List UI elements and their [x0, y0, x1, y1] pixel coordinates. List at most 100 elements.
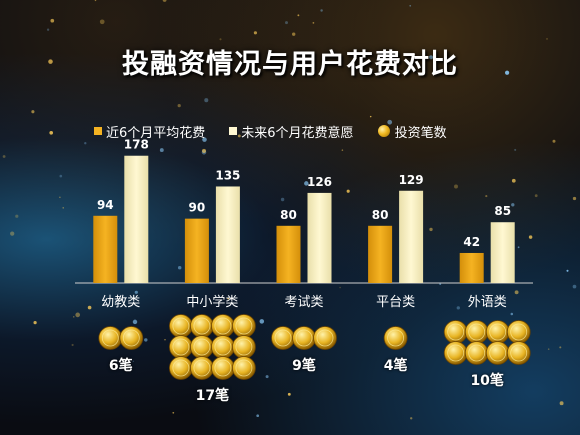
category-label: 平台类 [376, 295, 415, 310]
sparkle [504, 70, 510, 75]
sparkle [253, 31, 257, 35]
bar-series1 [184, 218, 209, 283]
sparkle [159, 148, 164, 153]
sparkle [256, 414, 260, 418]
coin-inner-ring [468, 323, 486, 341]
sparkle [132, 360, 134, 362]
data-label: 126 [307, 175, 332, 189]
sparkle [511, 178, 516, 183]
sparkle [572, 196, 577, 201]
sparkle [15, 214, 19, 218]
bar-series2 [124, 155, 149, 283]
bar-series2 [399, 190, 424, 283]
investment-count-label: 10笔 [470, 372, 504, 389]
coin-inner-ring [193, 359, 211, 377]
category-label: 中小学类 [186, 294, 238, 310]
sparkle [132, 319, 138, 325]
bar-series1 [276, 225, 301, 283]
coin-inner-ring [489, 323, 507, 341]
sparkle [75, 312, 81, 318]
sparkle [287, 392, 291, 396]
sparkle [552, 139, 556, 143]
data-label: 90 [189, 201, 206, 215]
coin-inner-ring [468, 344, 486, 362]
sparkle [346, 189, 350, 193]
sparkle [94, 0, 97, 2]
sparkle [31, 110, 35, 114]
sparkle [387, 119, 393, 125]
sparkle [219, 38, 222, 41]
data-label: 129 [399, 173, 424, 187]
category-label: 外语类 [468, 295, 507, 310]
sparkle [164, 339, 166, 341]
legend-label-coins: 投资笔数 [394, 125, 447, 141]
category-label: 考试类 [284, 295, 323, 310]
coin-inner-ring [101, 329, 119, 347]
coin-inner-ring [510, 323, 528, 341]
sparkle [485, 195, 488, 198]
coin-inner-ring [214, 317, 232, 335]
chart-title: 投融资情况与用户花费对比 [122, 49, 458, 80]
sparkle [514, 148, 517, 151]
coin-inner-ring [193, 338, 211, 356]
sparkle [62, 207, 64, 209]
data-label: 85 [494, 204, 511, 218]
coin-inner-ring [122, 329, 140, 347]
sparkle [285, 21, 288, 25]
sparkle [456, 306, 460, 310]
sparkle [528, 235, 533, 239]
sparkle [559, 401, 564, 406]
sparkle [204, 98, 209, 103]
sparkle [162, 0, 167, 2]
coin-inner-ring [447, 323, 465, 341]
sparkle [546, 38, 548, 40]
sparkle [304, 181, 309, 186]
sparkle [177, 103, 181, 108]
sparkle [369, 115, 372, 118]
sparkle [50, 18, 55, 23]
sparkle [572, 284, 577, 289]
sparkle [221, 391, 227, 397]
coin-inner-ring [235, 317, 253, 335]
coin-inner-ring [193, 317, 211, 335]
data-label: 94 [97, 198, 114, 212]
sparkle [320, 9, 323, 12]
sparkle [511, 203, 515, 207]
coin-inner-ring [274, 329, 292, 347]
sparkle [99, 19, 105, 25]
coin-inner-ring [295, 329, 313, 347]
coin-inner-ring [316, 329, 334, 347]
sparkle [265, 375, 269, 379]
sparkle [59, 174, 63, 178]
sparkle [292, 32, 296, 36]
sparkle [297, 14, 300, 17]
coin-inner-ring [172, 359, 190, 377]
sparkle [517, 246, 520, 249]
sparkle [48, 59, 53, 64]
sparkle [429, 55, 433, 60]
sparkle [87, 305, 92, 310]
legend: 近6个月平均花费 未来6个月花费意愿 投资笔数 [94, 121, 471, 141]
investment-count-label: 6笔 [108, 357, 133, 374]
data-label: 80 [372, 208, 389, 222]
coin-inner-ring [172, 317, 190, 335]
data-label: 42 [463, 235, 480, 249]
sparkle [429, 227, 433, 232]
sparkle [227, 297, 230, 300]
sparkle [341, 149, 344, 151]
coin-inner-ring [447, 344, 465, 362]
sparkle [73, 316, 75, 318]
sparkle [172, 411, 175, 414]
sparkle [339, 286, 341, 289]
sparkle [201, 148, 207, 153]
sparkle [59, 196, 61, 199]
investment-count-label: 9笔 [292, 357, 316, 374]
data-label: 80 [280, 208, 297, 222]
coin-inner-ring [214, 338, 232, 356]
data-label: 135 [215, 168, 240, 182]
sparkle [202, 137, 207, 142]
coin-inner-ring [510, 344, 528, 362]
investment-count-label: 4笔 [383, 357, 408, 374]
legend-item-coins: 投资笔数 [377, 122, 447, 141]
